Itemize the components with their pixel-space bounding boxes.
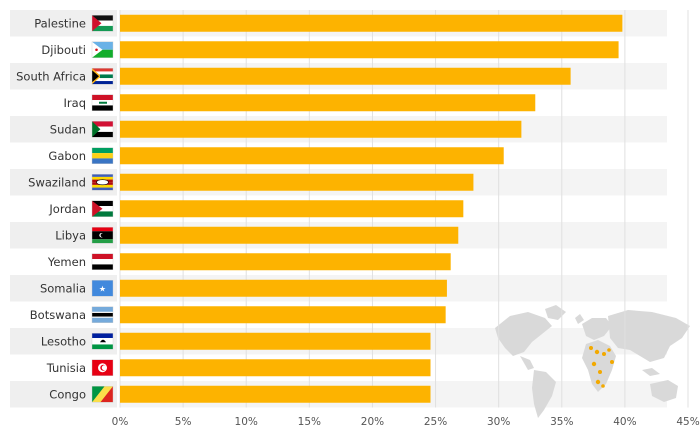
- category-label: Swaziland: [28, 175, 86, 189]
- iraq-flag-icon: [91, 94, 114, 111]
- gabon-flag-icon: [91, 147, 114, 164]
- category-label: Congo: [49, 387, 86, 401]
- category-label: Gabon: [48, 149, 86, 163]
- x-tick-label: 35%: [550, 416, 573, 428]
- jordan-flag-icon: [91, 200, 114, 217]
- bar: [120, 120, 522, 138]
- category-label: Jordan: [48, 202, 86, 216]
- bar: [120, 226, 459, 244]
- yemen-flag-icon: [91, 253, 114, 270]
- category-label: Sudan: [50, 122, 86, 136]
- bar: [120, 67, 571, 85]
- palestine-flag-icon: [91, 15, 114, 32]
- category-label: Yemen: [47, 255, 86, 269]
- bar: [120, 385, 431, 403]
- category-label: South Africa: [16, 69, 86, 83]
- bar: [120, 332, 431, 350]
- x-tick-label: 0%: [112, 416, 129, 428]
- x-tick-label: 15%: [298, 416, 321, 428]
- bar: [120, 41, 619, 59]
- bar: [120, 253, 451, 271]
- sudan-flag-icon: [91, 121, 114, 138]
- category-labels: Palestine Djibouti South Africa Iraq Sudan Ga…: [16, 16, 86, 401]
- south-africa-flag-icon: [91, 68, 114, 85]
- x-tick-label: 5%: [175, 416, 192, 428]
- row-bands: [10, 10, 667, 408]
- x-tick-label: 10%: [235, 416, 258, 428]
- x-tick-label: 40%: [613, 416, 636, 428]
- category-label: Botswana: [30, 308, 86, 322]
- category-label: Tunisia: [46, 361, 86, 375]
- category-label: Somalia: [40, 281, 86, 295]
- x-tick-label: 25%: [424, 416, 447, 428]
- flag-icons: ★: [91, 15, 114, 403]
- x-tick-label: 45%: [676, 416, 699, 428]
- category-label: Iraq: [64, 96, 86, 110]
- svg-text:★: ★: [99, 284, 106, 293]
- congo-flag-icon: [91, 386, 114, 403]
- x-tick-label: 30%: [487, 416, 510, 428]
- bar: [120, 14, 623, 32]
- lesotho-flag-icon: [91, 333, 114, 350]
- bar: [120, 173, 474, 191]
- bar: [120, 279, 447, 297]
- libya-flag-icon: [91, 227, 114, 244]
- bar: [120, 306, 446, 324]
- category-label: Lesotho: [41, 334, 86, 348]
- swaziland-flag-icon: [91, 174, 114, 191]
- tunisia-flag-icon: [91, 359, 114, 376]
- x-axis-ticks: 0% 5% 10% 15% 20% 25% 30% 35% 40% 45%: [112, 416, 700, 428]
- bar: [120, 94, 536, 112]
- bar: [120, 200, 464, 218]
- somalia-flag-icon: ★: [91, 280, 114, 297]
- bars: [120, 14, 623, 403]
- category-label: Libya: [55, 228, 86, 242]
- djibouti-flag-icon: [91, 41, 114, 58]
- bar: [120, 359, 431, 377]
- world-map-icon: [495, 305, 690, 418]
- category-label: Djibouti: [41, 43, 86, 57]
- map-highlights: [589, 346, 614, 388]
- x-tick-label: 20%: [361, 416, 384, 428]
- bar: [120, 147, 504, 165]
- botswana-flag-icon: [91, 306, 114, 323]
- category-label: Palestine: [34, 16, 86, 30]
